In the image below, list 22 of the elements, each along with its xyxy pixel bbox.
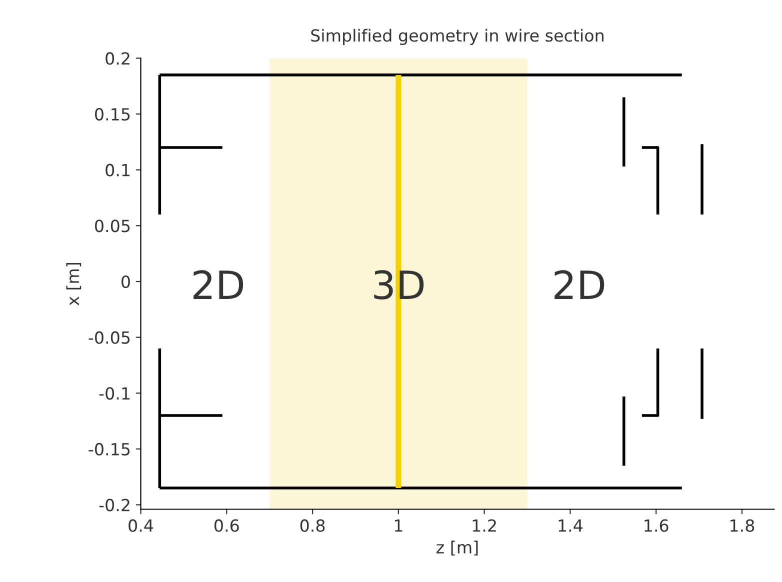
- y-tick-label: -0.05: [88, 331, 130, 344]
- x-tick-label: 0.6: [214, 519, 239, 532]
- y-tick-label: -0.1: [99, 387, 130, 400]
- y-tick-label: -0.2: [99, 498, 130, 512]
- x-axis-title: z [m]: [436, 540, 478, 556]
- x-tick-label: 1: [394, 519, 402, 532]
- y-tick-label: 0.05: [95, 220, 130, 232]
- y-tick-label: 0.15: [95, 108, 130, 121]
- y-axis-title: x [m]: [66, 262, 82, 306]
- y-tick-label: -0.15: [88, 442, 130, 456]
- x-tick-label: 0.4: [128, 519, 154, 532]
- y-tick-label: 0: [122, 275, 130, 288]
- x-tick-label: 1.6: [644, 519, 668, 532]
- annotation: 2D: [554, 270, 604, 299]
- x-tick-label: 1.8: [730, 519, 754, 532]
- annotation: 2D: [194, 270, 244, 299]
- x-tick-label: 1.4: [558, 519, 583, 532]
- x-tick-label: 0.8: [300, 519, 325, 532]
- y-tick-label: 0.1: [106, 164, 130, 176]
- chart-title: Simplified geometry in wire section: [311, 28, 604, 45]
- y-tick-label: 0.2: [106, 52, 130, 65]
- x-tick-label: 1.2: [472, 519, 496, 532]
